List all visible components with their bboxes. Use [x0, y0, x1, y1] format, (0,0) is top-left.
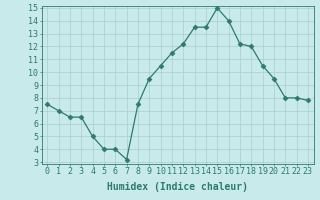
X-axis label: Humidex (Indice chaleur): Humidex (Indice chaleur): [107, 182, 248, 192]
